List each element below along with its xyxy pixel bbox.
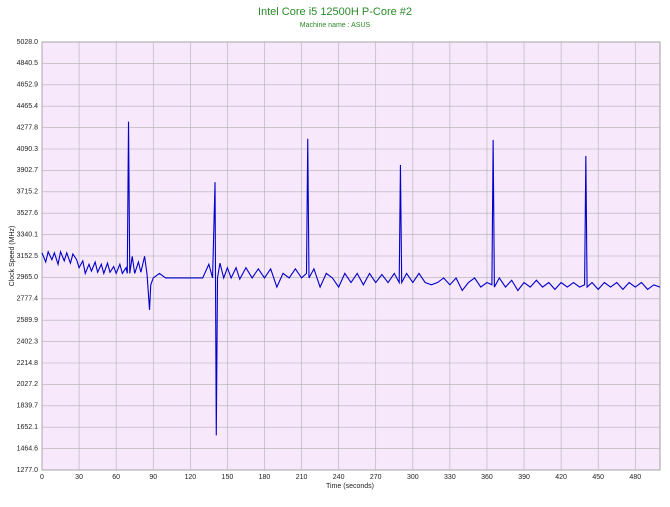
y-tick-label: 3152.5 [17,253,39,260]
y-tick-label: 1839.7 [17,403,39,410]
y-tick-label: 3527.6 [17,210,39,217]
y-axis-label: Clock Speed (MHz) [9,226,16,287]
x-tick-label: 120 [184,474,196,481]
x-tick-label: 360 [481,474,493,481]
x-tick-label: 450 [592,474,604,481]
x-tick-label: 300 [407,474,419,481]
x-tick-label: 30 [75,474,83,481]
x-tick-label: 60 [112,474,120,481]
y-tick-label: 4652.9 [17,82,39,89]
y-tick-label: 4277.8 [17,124,39,131]
x-tick-label: 480 [629,474,641,481]
clock-line [41,121,661,436]
y-tick-label: 1464.6 [17,445,39,452]
x-tick-label: 0 [40,474,44,481]
x-tick-label: 240 [333,474,345,481]
y-tick-label: 2027.2 [17,381,39,388]
y-tick-label: 2214.8 [17,360,39,367]
y-tick-label: 2777.4 [17,296,39,303]
y-tick-label: 1652.1 [17,424,39,431]
y-tick-label: 3902.7 [17,167,39,174]
x-tick-label: 330 [444,474,456,481]
y-tick-label: 2402.3 [17,338,39,345]
y-tick-label: 2965.0 [17,274,39,281]
y-tick-label: 3340.1 [17,231,39,238]
x-tick-label: 180 [259,474,271,481]
chart-title: Intel Core i5 12500H P-Core #2 [258,6,412,18]
y-tick-label: 4090.3 [17,146,39,153]
x-tick-label: 420 [555,474,567,481]
chart-subtitle: Machine name : ASUS [300,22,371,29]
x-tick-label: 270 [370,474,382,481]
x-tick-label: 90 [149,474,157,481]
y-tick-label: 3715.2 [17,189,39,196]
x-tick-label: 390 [518,474,530,481]
y-tick-label: 4840.5 [17,60,39,67]
x-tick-label: 150 [222,474,234,481]
x-tick-label: 210 [296,474,308,481]
y-tick-label: 5028.0 [17,39,39,46]
y-tick-label: 1277.0 [17,467,39,474]
y-tick-label: 4465.4 [17,103,39,110]
x-axis-label: Time (seconds) [326,483,374,490]
y-tick-label: 2589.9 [17,317,39,324]
